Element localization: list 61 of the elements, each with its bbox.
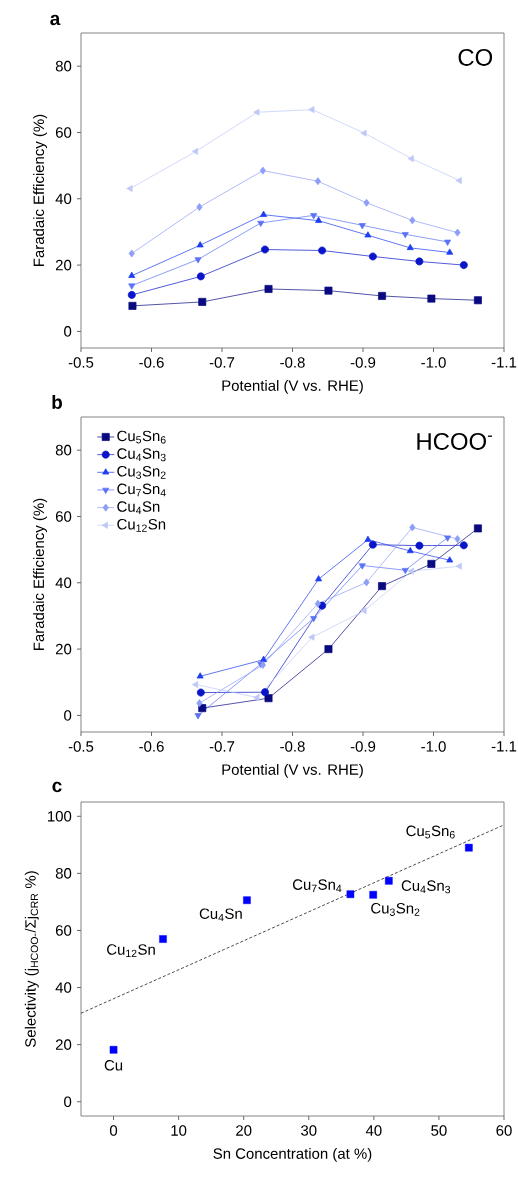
- x-tick-label: -1.1: [491, 357, 517, 368]
- annotation: Cu$_{12}$Sn: [107, 944, 155, 958]
- annotation: Cu: [104, 1059, 123, 1071]
- x-tick-label: -0.7: [209, 357, 235, 368]
- annotation: Cu$_{7}$Sn$_{4}$: [292, 879, 342, 893]
- x-tick-label: -0.6: [139, 357, 164, 368]
- x-tick-label: -1.1: [491, 741, 517, 752]
- x-axis-title: Potential (V vs. RHE): [222, 763, 363, 778]
- x-tick-label: -0.5: [68, 357, 94, 368]
- x-tick-label: -1.0: [421, 357, 446, 368]
- y-tick-label: 0: [64, 1096, 72, 1108]
- y-tick-label: 20: [55, 1039, 72, 1050]
- x-tick-label: -0.9: [350, 741, 376, 752]
- x-tick-label: 0: [109, 1125, 118, 1136]
- x-tick-label: -0.5: [68, 741, 94, 752]
- x-axis-title: Sn Concentration (at %): [213, 1147, 372, 1162]
- chart-title: c: [52, 781, 62, 793]
- y-tick-label: 80: [55, 60, 72, 72]
- legend-label: Cu$_{7}$Sn$_{4}$: [117, 483, 166, 497]
- legend-label: Cu$_{12}$Sn: [117, 518, 166, 532]
- legend-label: Cu$_{5}$Sn$_{6}$: [117, 430, 166, 444]
- annotation: Cu$_{4}$Sn: [199, 908, 242, 922]
- y-tick-label: 40: [55, 982, 72, 993]
- chart-title: a: [50, 14, 61, 26]
- annotation: Cu$_{4}$Sn$_{3}$: [401, 880, 451, 894]
- x-tick-label: 40: [365, 1125, 382, 1136]
- x-tick-label: -1.0: [421, 741, 446, 752]
- legend-label: Cu$_{4}$Sn: [117, 501, 160, 514]
- x-tick-label: 60: [496, 1125, 512, 1136]
- y-tick-label: 0: [64, 710, 72, 721]
- legend-label: Cu$_{3}$Sn$_{2}$: [117, 465, 166, 479]
- y-tick-label: 20: [55, 259, 72, 271]
- y-tick-label: 80: [55, 868, 72, 879]
- annotation: Cu$_{3}$Sn$_{2}$: [371, 902, 420, 916]
- x-tick-label: -0.6: [139, 741, 164, 752]
- x-tick-label: 50: [431, 1125, 447, 1136]
- y-tick-label: 0: [64, 326, 72, 337]
- chart-title: b: [52, 395, 62, 409]
- x-tick-label: -0.9: [350, 357, 376, 368]
- x-axis-title: Potential (V vs. RHE): [222, 379, 363, 394]
- y-axis-title: Faradaic Efficiency (%): [33, 114, 48, 266]
- x-tick-label: -0.7: [209, 741, 235, 752]
- annotation: CO: [458, 48, 493, 66]
- x-tick-label: 10: [171, 1125, 187, 1136]
- y-tick-label: 80: [55, 444, 72, 456]
- y-axis-title: Selectivity (j$_{HCOO-}$/Σj$_{CRR}$ %): [24, 871, 39, 1048]
- x-tick-label: -0.8: [280, 357, 305, 368]
- x-tick-label: 30: [301, 1125, 317, 1136]
- y-tick-label: 60: [55, 127, 72, 138]
- legend-label: Cu$_{4}$Sn$_{3}$: [117, 448, 166, 462]
- y-tick-label: 20: [55, 643, 72, 655]
- annotation: Cu$_{5}$Sn$_{6}$: [406, 825, 455, 839]
- x-tick-label: -0.8: [280, 741, 305, 752]
- y-tick-label: 40: [55, 193, 72, 205]
- y-tick-label: 60: [55, 925, 72, 936]
- annotation: HCOO$^{-}$: [417, 432, 492, 450]
- y-axis-title: Faradaic Efficiency (%): [33, 498, 48, 650]
- y-tick-label: 60: [55, 511, 72, 522]
- y-tick-label: 40: [55, 577, 72, 589]
- y-tick-label: 100: [48, 810, 72, 822]
- x-tick-label: 20: [236, 1125, 252, 1136]
